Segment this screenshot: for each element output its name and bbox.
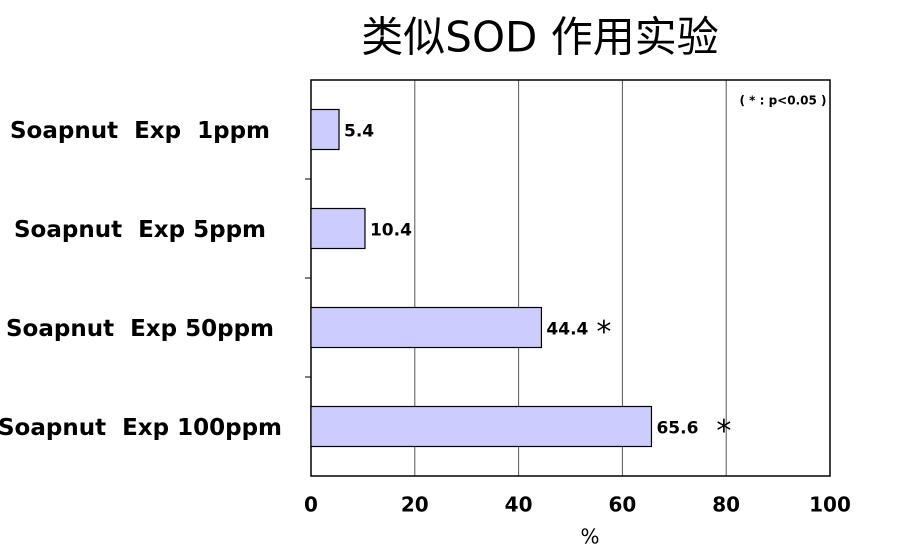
value-label: 5.4 [344,122,374,142]
x-tick-label: 60 [608,493,636,517]
x-tick-label: 100 [809,493,851,517]
annotation: ( * : p<0.05 ) [739,94,826,108]
value-label: 65.6 [656,419,698,439]
y-tick-label: Soapnut Exp 100ppm [0,415,282,441]
significance-marker: * [596,315,611,350]
y-tick-label: Soapnut Exp 5ppm [14,217,266,243]
chart-title: 类似SOD 作用实验 [361,13,718,62]
x-axis-label: % [580,525,599,547]
y-tick-label: Soapnut Exp 50ppm [6,316,274,342]
x-tick-label: 80 [712,493,740,517]
bar [310,207,366,250]
bar [310,405,653,448]
x-tick-label: 20 [401,493,429,517]
y-tick-label: Soapnut Exp 1ppm [10,118,270,144]
bar [310,306,543,349]
x-tick-label: 40 [505,493,533,517]
value-label: 44.4 [546,320,588,340]
value-label: 10.4 [370,221,412,241]
significance-marker: * [716,414,731,449]
bar [310,108,340,151]
x-tick-label: 0 [304,493,318,517]
